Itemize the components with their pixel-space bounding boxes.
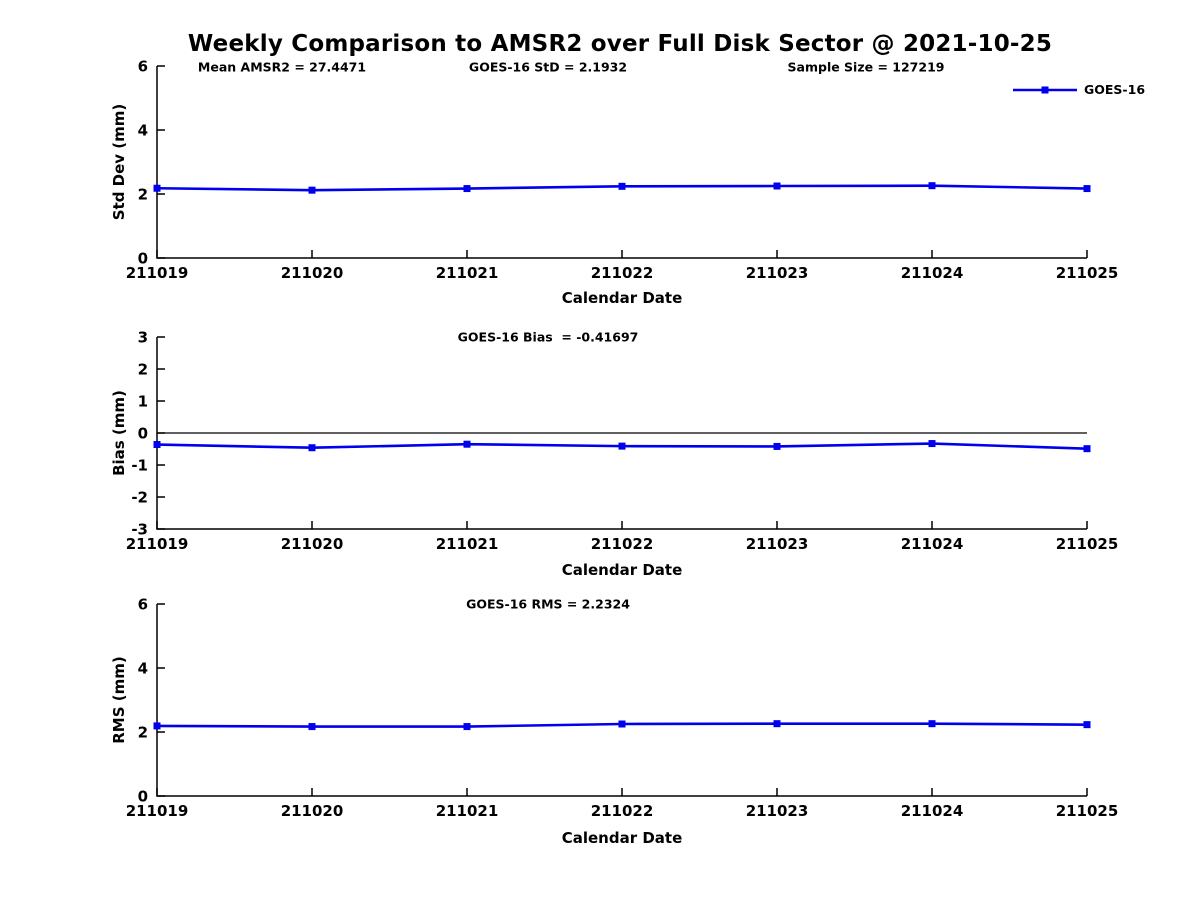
- x-tick-label: 211024: [901, 802, 964, 820]
- x-tick-label: 211019: [126, 535, 189, 553]
- subplot-2: 0 2 4 6 211019 211020 211021 211022 211023 211024…: [126, 596, 1119, 821]
- data-point: [463, 185, 471, 193]
- x-tick-label: 211021: [436, 802, 499, 820]
- y-tick-label: 0: [138, 425, 148, 443]
- x-tick-label: 211019: [126, 802, 189, 820]
- annotation-mean-amsr2: Mean AMSR2 = 27.4471: [197, 59, 367, 75]
- subplot-0: 0 2 4 6 211019 211020 211021 211022 211023 211024…: [126, 58, 1119, 283]
- data-point: [928, 720, 936, 728]
- data-point: [1083, 445, 1091, 453]
- y-tick-label: -1: [131, 457, 148, 475]
- data-point: [618, 720, 626, 728]
- x-tick-label: 211025: [1056, 535, 1119, 553]
- ylabel-std-dev: Std Dev (mm): [110, 103, 128, 221]
- y-tick-label: 6: [138, 596, 148, 614]
- data-point: [153, 722, 161, 730]
- legend-line-icon: [1013, 86, 1077, 93]
- data-point: [153, 184, 161, 192]
- data-point: [618, 182, 626, 190]
- data-point: [1083, 185, 1091, 193]
- x-tick-label: 211019: [126, 264, 189, 282]
- data-point: [773, 182, 781, 190]
- ylabel-rms: RMS (mm): [110, 656, 128, 744]
- axes-lines: [156, 604, 1087, 797]
- y-tick-label: 3: [138, 329, 148, 347]
- subplot-1: -3 -2 -1 0 1 2 3 211019 211020 211021 211022 211023…: [126, 329, 1119, 554]
- data-point: [463, 723, 471, 731]
- y-tick-label: -2: [131, 489, 148, 507]
- x-tick-label: 211023: [746, 802, 809, 820]
- x-tick-label: 211024: [901, 535, 964, 553]
- x-tick-label: 211022: [591, 535, 654, 553]
- y-tick-label: 4: [138, 660, 148, 678]
- x-tick-label: 211022: [591, 802, 654, 820]
- data-point: [618, 442, 626, 450]
- y-tick-label: 4: [138, 122, 148, 140]
- x-tick-label: 211020: [281, 535, 344, 553]
- x-tick-label: 211024: [901, 264, 964, 282]
- x-tick-label: 211021: [436, 264, 499, 282]
- legend-label: GOES-16: [1084, 82, 1146, 97]
- figure-title: Weekly Comparison to AMSR2 over Full Dis…: [187, 31, 1053, 57]
- x-tick-label: 211022: [591, 264, 654, 282]
- annotation-goes16-std: GOES-16 StD = 2.1932: [468, 59, 628, 75]
- y-tick-label: 6: [138, 58, 148, 76]
- x-tick-label: 211021: [436, 535, 499, 553]
- y-tick-label: 0: [138, 788, 148, 806]
- x-tick-label: 211023: [746, 264, 809, 282]
- data-point: [308, 444, 316, 452]
- xlabel-bias: Calendar Date: [561, 561, 683, 579]
- annotation-sample-size: Sample Size = 127219: [787, 59, 945, 75]
- data-point: [308, 723, 316, 731]
- subplot-title-bias: GOES-16 Bias = -0.41697: [457, 329, 639, 345]
- data-point: [928, 440, 936, 448]
- data-point: [308, 186, 316, 194]
- x-tick-label: 211023: [746, 535, 809, 553]
- x-tick-label: 211020: [281, 264, 344, 282]
- x-tick-label: 211020: [281, 802, 344, 820]
- ylabel-bias: Bias (mm): [110, 390, 128, 476]
- xlabel-rms: Calendar Date: [561, 829, 683, 847]
- data-point: [1083, 721, 1091, 729]
- y-tick-label: -3: [131, 521, 148, 539]
- y-tick-label: 2: [138, 724, 148, 742]
- data-point: [773, 442, 781, 450]
- y-tick-label: 0: [138, 250, 148, 268]
- x-tick-label: 211025: [1056, 264, 1119, 282]
- subplot-title-rms: GOES-16 RMS = 2.2324: [466, 596, 630, 612]
- data-point: [463, 440, 471, 448]
- data-point: [773, 720, 781, 728]
- xlabel-std-dev: Calendar Date: [561, 289, 683, 307]
- y-tick-label: 2: [138, 361, 148, 379]
- x-tick-label: 211025: [1056, 802, 1119, 820]
- y-tick-label: 1: [138, 393, 148, 411]
- legend: GOES-16: [1013, 81, 1145, 98]
- axes-lines: [156, 66, 1087, 259]
- y-tick-label: 2: [138, 186, 148, 204]
- data-point: [928, 182, 936, 190]
- data-point: [153, 441, 161, 449]
